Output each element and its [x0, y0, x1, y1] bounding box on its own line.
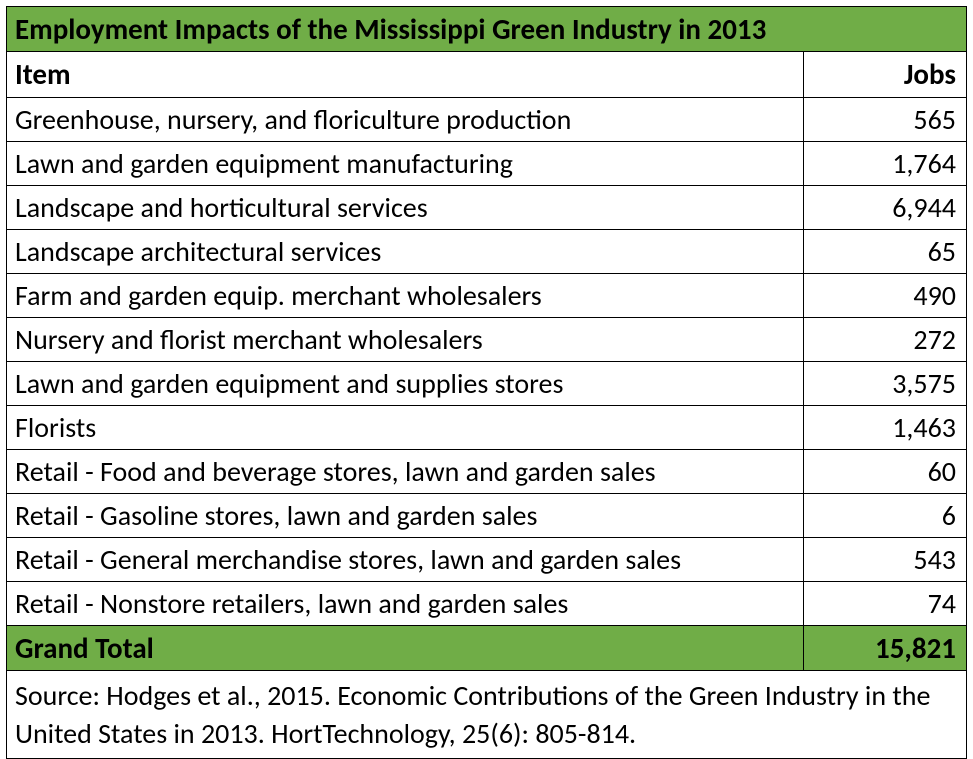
- item-cell: Farm and garden equip. merchant wholesal…: [7, 273, 804, 317]
- jobs-cell: 6,944: [803, 185, 966, 229]
- jobs-cell: 6: [803, 493, 966, 537]
- table-row: Farm and garden equip. merchant wholesal…: [7, 273, 967, 317]
- table-row: Lawn and garden equipment manufacturing1…: [7, 141, 967, 185]
- item-cell: Greenhouse, nursery, and floriculture pr…: [7, 97, 804, 141]
- item-cell: Lawn and garden equipment manufacturing: [7, 141, 804, 185]
- total-label: Grand Total: [7, 625, 804, 670]
- table-row: Retail - Food and beverage stores, lawn …: [7, 449, 967, 493]
- jobs-cell: 1,463: [803, 405, 966, 449]
- table-row: Retail - General merchandise stores, law…: [7, 537, 967, 581]
- jobs-cell: 65: [803, 229, 966, 273]
- item-cell: Nursery and florist merchant wholesalers: [7, 317, 804, 361]
- table-row: Landscape and horticultural services6,94…: [7, 185, 967, 229]
- table-body: Employment Impacts of the Mississippi Gr…: [7, 7, 967, 759]
- item-cell: Retail - General merchandise stores, law…: [7, 537, 804, 581]
- item-cell: Retail - Gasoline stores, lawn and garde…: [7, 493, 804, 537]
- table-container: Employment Impacts of the Mississippi Gr…: [0, 0, 973, 716]
- item-cell: Landscape and horticultural services: [7, 185, 804, 229]
- jobs-cell: 543: [803, 537, 966, 581]
- total-row: Grand Total 15,821: [7, 625, 967, 670]
- total-jobs: 15,821: [803, 625, 966, 670]
- item-cell: Lawn and garden equipment and supplies s…: [7, 361, 804, 405]
- table-row: Lawn and garden equipment and supplies s…: [7, 361, 967, 405]
- header-item: Item: [7, 52, 804, 97]
- table-row: Greenhouse, nursery, and floriculture pr…: [7, 97, 967, 141]
- jobs-cell: 60: [803, 449, 966, 493]
- source-row: Source: Hodges et al., 2015. Economic Co…: [7, 670, 967, 759]
- jobs-cell: 74: [803, 581, 966, 625]
- table-row: Florists1,463: [7, 405, 967, 449]
- jobs-cell: 1,764: [803, 141, 966, 185]
- table-row: Nursery and florist merchant wholesalers…: [7, 317, 967, 361]
- source-text: Source: Hodges et al., 2015. Economic Co…: [7, 670, 967, 759]
- jobs-cell: 565: [803, 97, 966, 141]
- header-row: Item Jobs: [7, 52, 967, 97]
- table-row: Landscape architectural services65: [7, 229, 967, 273]
- jobs-cell: 490: [803, 273, 966, 317]
- jobs-cell: 272: [803, 317, 966, 361]
- table-row: Retail - Gasoline stores, lawn and garde…: [7, 493, 967, 537]
- title-row: Employment Impacts of the Mississippi Gr…: [7, 7, 967, 52]
- jobs-cell: 3,575: [803, 361, 966, 405]
- employment-table: Employment Impacts of the Mississippi Gr…: [6, 6, 967, 759]
- table-title: Employment Impacts of the Mississippi Gr…: [7, 7, 967, 52]
- item-cell: Retail - Food and beverage stores, lawn …: [7, 449, 804, 493]
- table-row: Retail - Nonstore retailers, lawn and ga…: [7, 581, 967, 625]
- header-jobs: Jobs: [803, 52, 966, 97]
- item-cell: Retail - Nonstore retailers, lawn and ga…: [7, 581, 804, 625]
- item-cell: Florists: [7, 405, 804, 449]
- item-cell: Landscape architectural services: [7, 229, 804, 273]
